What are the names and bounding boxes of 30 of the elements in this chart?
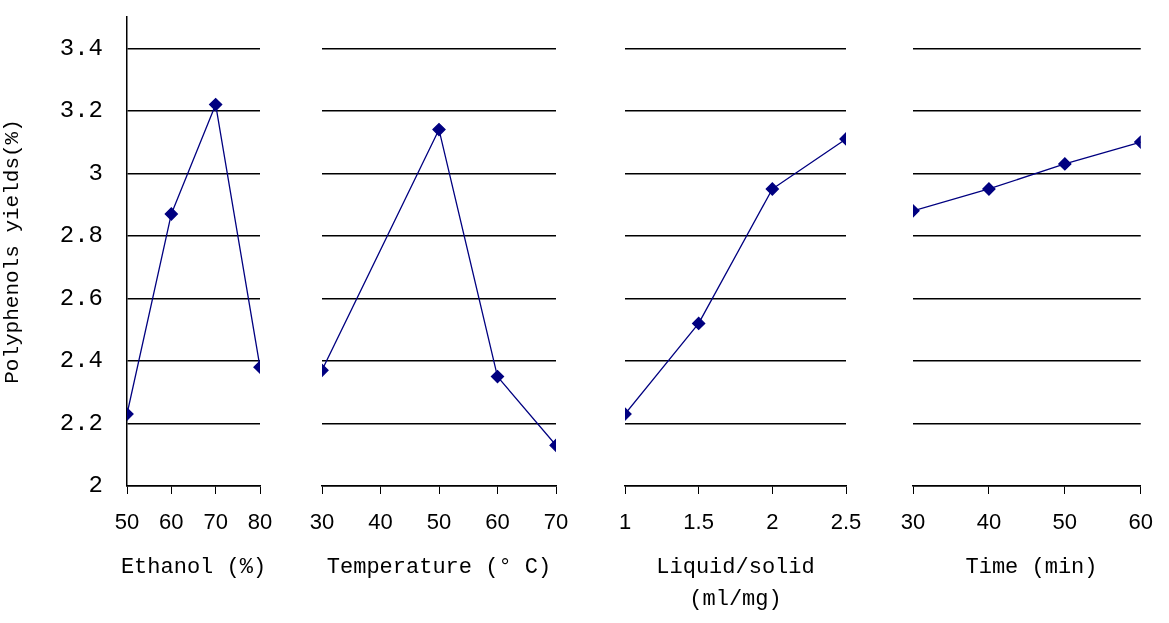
y-axis-title: Polyphenols yields(%) [1, 119, 25, 384]
x-tick-label: 50 [426, 509, 452, 535]
x-tick-label: 40 [976, 509, 1002, 535]
x-tick-label: 50 [114, 509, 140, 535]
x-tick-label: 30 [309, 509, 335, 535]
x-tick-label: 70 [543, 509, 569, 535]
x-tick-label: 60 [159, 509, 184, 535]
x-axis-title: Liquid/solid (ml/mg) [655, 554, 816, 614]
y-tick-label: 3.4 [59, 34, 103, 62]
x-axis-title: Time (min) [964, 554, 1099, 582]
x-axis-title: Ethanol (%) [119, 554, 268, 582]
x-tick-label: 1 [618, 509, 632, 535]
x-tick-label: 50 [1052, 509, 1078, 535]
x-tick-label: 2.5 [830, 509, 862, 535]
x-tick-label: 80 [247, 509, 273, 535]
x-tick-label: 70 [203, 509, 228, 535]
y-tick-label: 2.2 [59, 409, 103, 437]
x-tick-label: 1.5 [683, 509, 714, 535]
y-tick-label: 2 [88, 472, 103, 500]
x-tick-label: 2 [766, 509, 779, 535]
y-tick-label: 3.2 [59, 97, 103, 125]
x-axis-title: Temperature (° C) [325, 554, 553, 582]
y-tick-label: 3 [88, 159, 103, 187]
y-tick-label: 2.6 [59, 284, 103, 312]
x-tick-label: 60 [1128, 509, 1154, 535]
y-tick-label: 2.8 [59, 222, 103, 250]
y-tick-label: 2.4 [59, 347, 103, 375]
x-tick-label: 40 [368, 509, 393, 535]
x-tick-label: 60 [485, 509, 510, 535]
x-tick-label: 30 [900, 509, 926, 535]
